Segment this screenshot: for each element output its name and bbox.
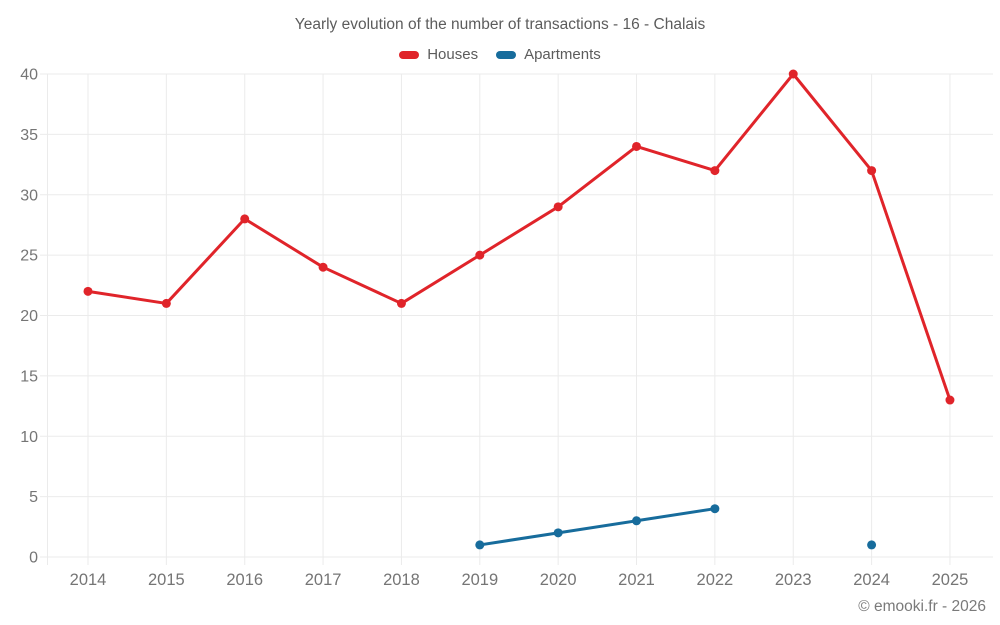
y-axis-tick-label: 15 — [20, 368, 38, 385]
houses-data-point-2017 — [318, 262, 328, 272]
x-axis-tick-label: 2020 — [540, 571, 577, 589]
y-axis-tick-label: 25 — [20, 248, 38, 265]
x-axis-tick-label: 2016 — [226, 571, 263, 589]
x-axis-tick-label: 2017 — [305, 571, 342, 589]
legend-item-houses[interactable]: Houses — [399, 46, 478, 63]
x-axis-tick-label: 2015 — [148, 571, 185, 589]
houses-data-point-2014 — [83, 286, 93, 296]
apartments-data-point-2020 — [553, 528, 563, 538]
legend-label: Apartments — [524, 46, 601, 63]
x-axis-tick-label: 2024 — [853, 571, 890, 589]
x-axis-tick-label: 2025 — [932, 571, 969, 589]
apartments-data-point-2024 — [867, 540, 877, 550]
y-axis-tick-label: 0 — [29, 550, 38, 567]
houses-data-point-2024 — [867, 166, 877, 176]
y-axis-tick-label: 10 — [20, 429, 38, 446]
chart-title: Yearly evolution of the number of transa… — [294, 16, 706, 33]
legend-marker-houses — [399, 50, 420, 59]
copyright-text: © emooki.fr - 2026 — [858, 598, 986, 615]
apartments-series-line — [479, 507, 716, 547]
chart-legend: Houses Apartments — [0, 46, 1000, 63]
y-axis-tick-label: 5 — [29, 489, 38, 506]
legend-item-apartments[interactable]: Apartments — [496, 46, 601, 63]
houses-series-line — [87, 72, 952, 401]
houses-data-point-2025 — [945, 395, 955, 405]
legend-label: Houses — [427, 46, 479, 63]
x-axis-tick-label: 2019 — [461, 571, 498, 589]
apartments-data-point-2019 — [475, 540, 485, 550]
apartments-data-point-2022 — [710, 504, 720, 514]
legend-marker-apartments — [496, 50, 517, 59]
y-axis-tick-label: 30 — [20, 187, 38, 204]
houses-data-point-2019 — [475, 250, 485, 260]
x-axis-tick-label: 2022 — [697, 571, 734, 589]
y-axis-tick-label: 40 — [20, 67, 38, 84]
x-axis-tick-label: 2023 — [775, 571, 812, 589]
houses-data-point-2015 — [161, 298, 171, 308]
x-axis-tick-label: 2021 — [618, 571, 655, 589]
houses-data-point-2022 — [710, 166, 720, 176]
x-axis-tick-label: 2018 — [383, 571, 420, 589]
houses-data-point-2020 — [553, 202, 563, 212]
apartments-data-point-2021 — [632, 516, 642, 526]
y-axis-tick-label: 35 — [20, 127, 38, 144]
x-axis-tick-label: 2014 — [70, 571, 107, 589]
houses-data-point-2023 — [788, 69, 798, 79]
houses-data-point-2018 — [396, 298, 406, 308]
houses-data-point-2021 — [632, 141, 642, 151]
houses-data-point-2016 — [240, 214, 250, 224]
y-axis-tick-label: 20 — [20, 308, 38, 325]
